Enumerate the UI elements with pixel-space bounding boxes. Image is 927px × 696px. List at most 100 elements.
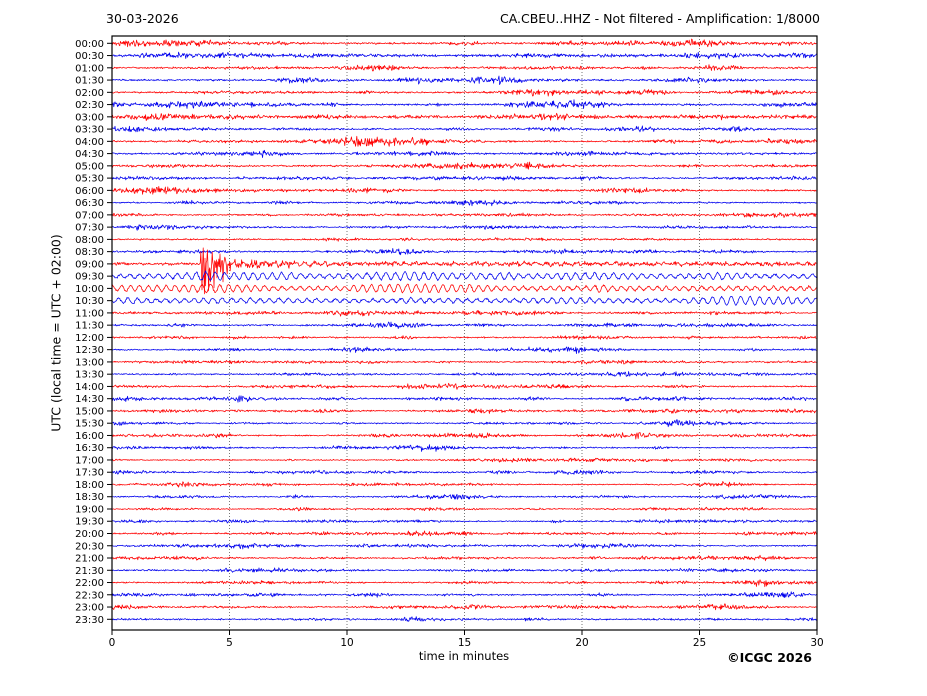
row-time-label: 16:00 (75, 431, 104, 442)
trace-09:00 (112, 247, 817, 295)
row-time-label: 03:30 (75, 125, 104, 136)
x-tick-label: 20 (575, 637, 588, 649)
trace-01:30 (111, 75, 817, 85)
trace-00:00 (111, 38, 817, 48)
x-tick-label: 5 (226, 637, 233, 649)
row-time-label: 23:00 (75, 603, 104, 614)
x-tick-label: 25 (693, 637, 706, 649)
trace-08:00 (111, 237, 817, 242)
trace-03:00 (111, 112, 817, 121)
trace-12:30 (111, 346, 817, 354)
trace-13:00 (111, 359, 817, 365)
row-time-label: 02:00 (75, 88, 104, 99)
trace-18:30 (112, 493, 817, 500)
x-axis-label: time in minutes (418, 649, 510, 663)
row-time-label: 19:30 (75, 517, 104, 528)
trace-20:00 (111, 530, 817, 537)
trace-22:30 (111, 591, 817, 598)
row-time-label: 13:00 (75, 357, 104, 368)
row-time-label: 19:00 (75, 504, 104, 515)
trace-11:30 (111, 321, 817, 329)
trace-23:30 (111, 616, 817, 622)
row-time-label: 07:00 (75, 210, 104, 221)
trace-14:00 (111, 382, 817, 390)
trace-15:00 (111, 408, 817, 414)
row-time-label: 00:30 (75, 51, 104, 62)
trace-08:30 (111, 248, 817, 256)
trace-02:00 (111, 89, 817, 97)
trace-09:30 (111, 270, 817, 282)
row-time-label: 10:00 (75, 284, 104, 295)
row-time-label: 17:30 (75, 468, 104, 479)
row-time-label: 20:30 (75, 541, 104, 552)
x-tick-label: 15 (458, 637, 471, 649)
row-time-label: 21:00 (75, 554, 104, 565)
row-time-label: 05:30 (75, 174, 104, 185)
row-time-label: 17:00 (75, 455, 104, 466)
trace-14:30 (111, 395, 817, 403)
trace-17:30 (111, 469, 817, 475)
row-time-label: 01:00 (75, 63, 104, 74)
row-time-label: 15:00 (75, 406, 104, 417)
x-tick-label: 0 (109, 637, 116, 649)
x-tick-label: 30 (810, 637, 823, 649)
trace-07:30 (111, 224, 817, 231)
row-time-label: 06:30 (75, 198, 104, 209)
trace-01:00 (111, 64, 817, 72)
trace-21:30 (111, 567, 817, 573)
copyright-label: ©ICGC 2026 (727, 650, 812, 665)
trace-15:30 (111, 419, 817, 428)
row-time-label: 08:00 (75, 235, 104, 246)
trace-16:30 (111, 444, 817, 452)
trace-05:30 (111, 175, 817, 181)
trace-06:30 (111, 199, 817, 207)
row-time-label: 18:00 (75, 480, 104, 491)
trace-20:30 (111, 542, 817, 550)
row-time-label: 14:00 (75, 382, 104, 393)
row-time-label: 05:00 (75, 161, 104, 172)
row-time-label: 22:00 (75, 578, 104, 589)
row-time-label: 02:30 (75, 100, 104, 111)
row-time-label: 07:30 (75, 223, 104, 234)
row-time-label: 14:30 (75, 394, 104, 405)
trace-16:00 (111, 432, 817, 440)
trace-00:30 (111, 51, 817, 60)
trace-22:00 (111, 579, 817, 588)
row-time-label: 01:30 (75, 76, 104, 87)
row-time-label: 22:30 (75, 590, 104, 601)
trace-03:30 (111, 125, 817, 133)
row-time-label: 11:30 (75, 321, 104, 332)
trace-04:30 (111, 149, 817, 158)
row-time-label: 23:30 (75, 615, 104, 626)
trace-11:00 (111, 310, 817, 317)
trace-18:00 (111, 481, 817, 488)
row-time-label: 10:30 (75, 296, 104, 307)
row-time-label: 11:00 (75, 308, 104, 319)
row-time-label: 04:30 (75, 149, 104, 160)
trace-07:00 (111, 212, 817, 218)
trace-23:00 (111, 603, 817, 611)
trace-02:30 (111, 99, 817, 109)
row-time-label: 09:30 (75, 272, 104, 283)
trace-19:00 (111, 506, 817, 512)
trace-05:00 (111, 161, 817, 170)
x-tick-label: 10 (340, 637, 353, 649)
row-time-label: 16:30 (75, 443, 104, 454)
row-time-label: 12:30 (75, 345, 104, 356)
row-time-label: 06:00 (75, 186, 104, 197)
row-time-label: 00:00 (75, 39, 104, 50)
trace-10:30 (111, 295, 817, 306)
date-label: 30-03-2026 (106, 11, 179, 26)
row-time-label: 13:30 (75, 370, 104, 381)
trace-19:30 (111, 518, 817, 524)
row-time-label: 20:00 (75, 529, 104, 540)
trace-06:00 (111, 186, 817, 195)
row-time-label: 04:00 (75, 137, 104, 148)
row-time-label: 18:30 (75, 492, 104, 503)
trace-17:00 (111, 457, 817, 463)
trace-21:00 (111, 554, 817, 562)
station-title: CA.CBEU..HHZ - Not filtered - Amplificat… (499, 11, 820, 26)
trace-10:00 (111, 283, 817, 294)
